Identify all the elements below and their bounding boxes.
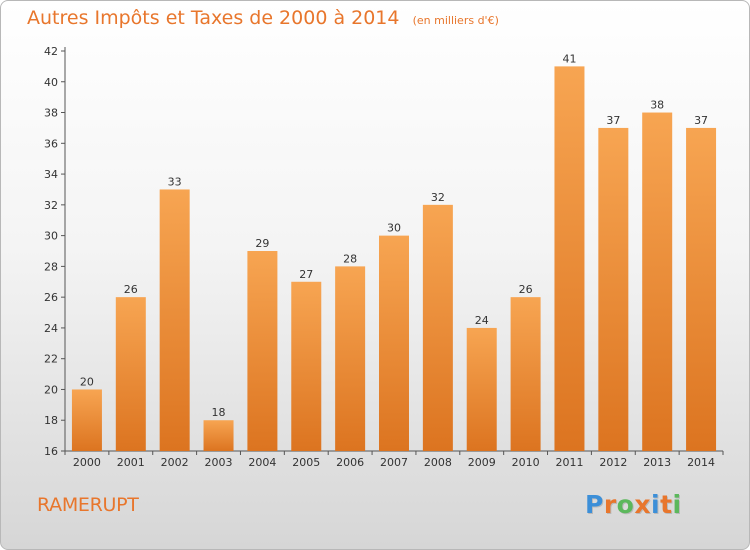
- data-label-2003: 18: [212, 406, 226, 419]
- x-tick-label: 2007: [380, 456, 408, 469]
- x-tick-label: 2012: [599, 456, 627, 469]
- data-label-2014: 37: [694, 114, 708, 127]
- logo-letter: r: [603, 490, 617, 519]
- y-tick-label: 32: [44, 199, 58, 212]
- x-tick-label: 2001: [117, 456, 145, 469]
- data-label-2004: 29: [255, 237, 269, 250]
- x-tick-label: 2010: [512, 456, 540, 469]
- chart-subtitle: (en milliers d'€): [412, 14, 499, 27]
- y-tick-label: 30: [44, 230, 58, 243]
- x-tick-label: 2011: [555, 456, 583, 469]
- x-tick-label: 2008: [424, 456, 452, 469]
- x-tick-label: 2009: [468, 456, 496, 469]
- title-row: Autres Impôts et Taxes de 2000 à 2014 (e…: [27, 7, 499, 29]
- proxiti-logo[interactable]: Proxiti: [585, 490, 682, 519]
- y-axis: 16 18 20 22 24 26 28 30 32 34 36 38 40 42: [44, 45, 66, 458]
- bar-2005: [291, 281, 322, 451]
- data-label-2010: 26: [519, 283, 533, 296]
- data-label-2006: 28: [343, 252, 357, 265]
- x-tick-label: 2000: [73, 456, 101, 469]
- y-tick-label: 38: [44, 107, 58, 120]
- y-tick-label: 20: [44, 383, 58, 396]
- x-tick-label: 2005: [292, 456, 320, 469]
- logo-letter: o: [616, 490, 635, 519]
- x-tick-label: 2004: [248, 456, 276, 469]
- y-tick-label: 24: [44, 322, 58, 335]
- y-tick-label: 18: [44, 414, 58, 427]
- x-tick-label: 2002: [161, 456, 189, 469]
- bar-2001: [115, 297, 146, 451]
- data-label-2007: 30: [387, 222, 401, 235]
- data-label-2008: 32: [431, 191, 445, 204]
- bar-2009: [466, 327, 497, 451]
- x-tick-label: 2003: [205, 456, 233, 469]
- chart-title: Autres Impôts et Taxes de 2000 à 2014: [27, 7, 400, 29]
- data-label-2011: 41: [562, 52, 576, 65]
- logo-letter: t: [660, 490, 673, 519]
- bar-2006: [335, 266, 366, 451]
- bar-2011: [554, 66, 585, 451]
- bar-2014: [686, 127, 717, 451]
- data-labels: 20 26 33 18 29 27 28 30 32 24 26 41 37 38 37: [80, 52, 708, 419]
- x-tick-label: 2013: [643, 456, 671, 469]
- x-tick-label: 2006: [336, 456, 364, 469]
- bar-2007: [379, 235, 409, 451]
- y-tick-label: 22: [44, 353, 58, 366]
- logo-letter: i: [672, 490, 682, 519]
- logo-letter: P: [585, 490, 604, 519]
- y-tick-label: 28: [44, 260, 58, 273]
- x-tick-label: 2014: [687, 456, 715, 469]
- bar-2012: [598, 127, 629, 451]
- y-tick-label: 16: [44, 445, 58, 458]
- data-label-2009: 24: [475, 314, 489, 327]
- data-label-2013: 38: [650, 99, 664, 112]
- bar-2004: [247, 251, 278, 451]
- y-tick-label: 26: [44, 291, 58, 304]
- y-tick-label: 42: [44, 45, 58, 58]
- bars: [71, 66, 717, 452]
- x-axis: 2000 2001 2002 2003 2004 2005 2006 2007 2008 2009…: [64, 450, 724, 469]
- y-tick-label: 34: [44, 168, 58, 181]
- bar-2000: [71, 389, 102, 451]
- data-label-2002: 33: [168, 175, 182, 188]
- bar-2013: [642, 112, 673, 452]
- logo-letter: x: [634, 490, 651, 519]
- bar-2003: [203, 420, 234, 451]
- data-label-2000: 20: [80, 375, 94, 388]
- data-label-2001: 26: [124, 283, 138, 296]
- commune-name: RAMERUPT: [37, 494, 139, 516]
- data-label-2012: 37: [606, 114, 620, 127]
- bar-2002: [159, 189, 190, 451]
- y-tick-label: 36: [44, 137, 58, 150]
- logo-letter: i: [651, 490, 661, 519]
- bar-2010: [510, 297, 541, 451]
- bar-2008: [422, 204, 453, 451]
- data-label-2005: 27: [299, 268, 313, 281]
- y-tick-label: 40: [44, 76, 58, 89]
